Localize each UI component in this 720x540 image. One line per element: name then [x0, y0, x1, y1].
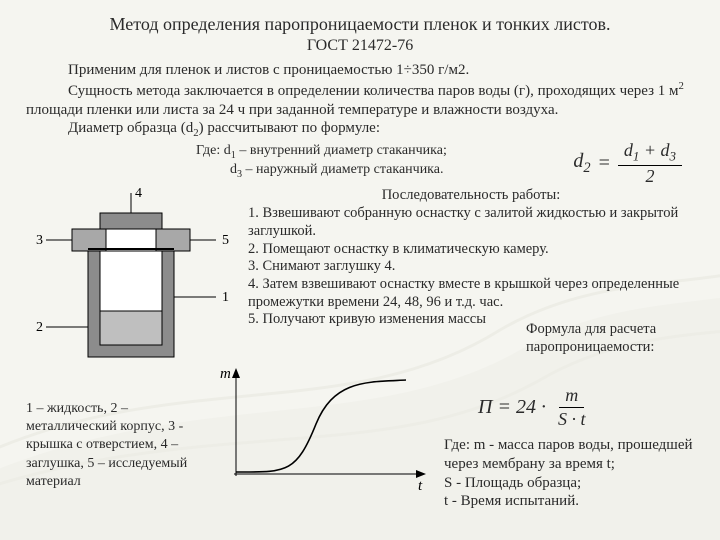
intro-text: Применим для пленок и листов с проницаем…: [26, 61, 694, 141]
gost-number: ГОСТ 21472-76: [26, 37, 694, 55]
formula-pi-block: П = 24 · m S · t Где: m - масса паров во…: [436, 400, 694, 511]
lbl-5: 5: [222, 233, 229, 248]
lbl-4: 4: [135, 187, 142, 201]
svg-text:m: m: [220, 366, 231, 382]
svg-text:t: t: [418, 478, 423, 494]
formula-pi: П = 24 · m S · t: [478, 384, 694, 430]
lbl-1: 1: [222, 290, 229, 305]
parts-legend: 1 – жидкость, 2 – металлический корпус, …: [26, 400, 206, 511]
lbl-3: 3: [36, 233, 43, 248]
mass-time-graph: m t: [206, 400, 436, 511]
page-title: Метод определения паропроницаемости плен…: [26, 14, 694, 35]
formula-d2: d2 = d1 + d3 2: [573, 140, 682, 187]
apparatus-diagram: 1 2 3 4 5: [26, 187, 236, 372]
side-formula-label: Формула для расчета паропроницаемости:: [526, 320, 686, 356]
lbl-2: 2: [36, 320, 43, 335]
